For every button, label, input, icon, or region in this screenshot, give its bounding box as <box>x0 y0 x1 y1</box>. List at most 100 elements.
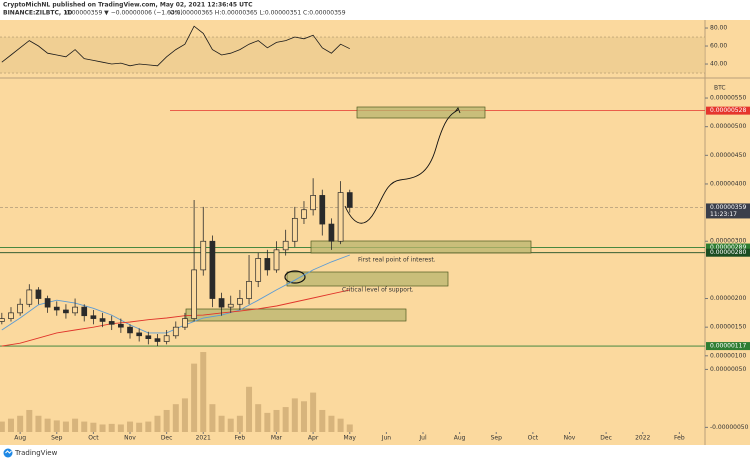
x-tick-label: 2021 <box>196 435 211 442</box>
candle-body <box>218 298 225 308</box>
footer-bar <box>0 445 750 461</box>
volume-bar <box>7 418 14 432</box>
y-tick-label: 0.00000550 <box>710 95 746 102</box>
volume-bar <box>191 363 198 432</box>
volume-bar <box>181 398 188 432</box>
highlight-ellipse <box>284 270 306 284</box>
zone <box>185 308 407 322</box>
annotation: Critical level of support. <box>342 287 414 294</box>
volume-bar <box>236 415 243 432</box>
candle-body <box>246 280 252 299</box>
candle-body <box>145 335 152 339</box>
volume-bar <box>145 421 152 432</box>
y2-tick-label: 0.00000050 <box>710 366 746 373</box>
y-tick-label: 40.00 <box>710 61 727 68</box>
x-tick-label: Sep <box>491 435 503 442</box>
volume-bar <box>209 404 216 432</box>
x-tick-label: Oct <box>528 435 539 442</box>
volume-bar <box>62 421 69 432</box>
volume-bar <box>328 415 335 432</box>
y-tick-label: 0.00000450 <box>710 152 746 159</box>
y-tick-label: 0.00000100 <box>710 352 746 359</box>
volume-bar <box>53 420 60 432</box>
candle-body <box>44 298 51 308</box>
candle-body <box>191 269 197 319</box>
y2-tick-label: -0.00000050 <box>710 424 749 431</box>
volume-bar <box>72 418 79 432</box>
x-tick-label: Aug <box>14 435 26 442</box>
volume-bar <box>282 407 289 432</box>
x-tick-label: Jun <box>381 435 392 442</box>
candle-body <box>282 240 289 251</box>
rsi-line <box>1 25 350 67</box>
volume-bar <box>117 424 124 432</box>
x-tick-label: Aug <box>454 435 466 442</box>
candle-body <box>154 338 161 342</box>
candle-body <box>99 318 106 322</box>
x-tick-label: May <box>344 435 357 442</box>
volume-bar <box>200 352 207 432</box>
candle-body <box>108 321 115 325</box>
candle-body <box>172 326 179 337</box>
candle-body <box>237 298 243 305</box>
volume-bar <box>346 424 353 432</box>
projection-arrow <box>454 107 461 114</box>
candle-body <box>337 192 344 242</box>
axis-unit: BTC <box>714 85 726 92</box>
y-tick-label: 0.00000150 <box>710 324 746 331</box>
x-tick-label: Oct <box>88 435 99 442</box>
candle-body <box>17 303 23 314</box>
candle-body <box>53 306 60 311</box>
candle-body <box>63 309 69 314</box>
volume-bar <box>35 415 42 432</box>
x-tick-label: Dec <box>161 435 173 442</box>
candle-body <box>264 258 271 271</box>
volume-bar <box>172 404 179 432</box>
level-label: 0.00000289 <box>710 244 746 251</box>
candle-body <box>26 289 33 305</box>
candle-body <box>72 306 78 314</box>
y-tick-label: 60.00 <box>710 43 727 50</box>
volume-bar <box>136 422 143 432</box>
zones <box>185 106 532 322</box>
volume-bar <box>26 409 33 432</box>
x-tick-label: Feb <box>674 435 685 442</box>
volume-bar <box>81 421 88 432</box>
y-tick-label: 0.00000200 <box>710 295 746 302</box>
volume-bar <box>154 415 161 432</box>
y-tick-label: 0.00000300 <box>710 238 746 245</box>
candle-body <box>328 223 335 242</box>
volume-bar <box>163 409 170 432</box>
x-tick-label: 2022 <box>635 435 650 442</box>
level-label: 0.00000359 <box>710 204 746 211</box>
volume-bar <box>246 386 253 432</box>
projection-path <box>344 109 459 224</box>
candle-body <box>301 209 307 219</box>
y-tick-label: 0.00000400 <box>710 180 746 187</box>
volume-bar <box>108 423 115 432</box>
zone <box>356 106 486 119</box>
volume-bar <box>291 398 298 432</box>
zone <box>310 240 532 254</box>
volume-bar <box>273 409 280 432</box>
x-tick-label: Sep <box>51 435 63 442</box>
candle-body <box>319 195 326 225</box>
volume-bar <box>127 421 134 432</box>
level-label-box <box>706 243 750 252</box>
candle-body <box>310 195 316 211</box>
candle-body <box>127 326 133 334</box>
symbol: BINANCE:ZILBTC, 1D <box>3 10 72 17</box>
volume-bar <box>255 404 262 432</box>
x-tick-label: Mar <box>271 435 283 442</box>
countdown: 11:23:17 <box>710 211 737 218</box>
volume-bar <box>310 392 317 432</box>
candle-body <box>291 217 298 242</box>
candle-body <box>118 323 124 328</box>
x-tick-label: Nov <box>564 435 576 442</box>
level-label: 0.00000528 <box>710 107 746 114</box>
zone <box>286 271 449 287</box>
candle-body <box>8 312 14 319</box>
quote: 0.00000359 ▼ −0.00000006 (−1.64%) <box>66 10 183 17</box>
